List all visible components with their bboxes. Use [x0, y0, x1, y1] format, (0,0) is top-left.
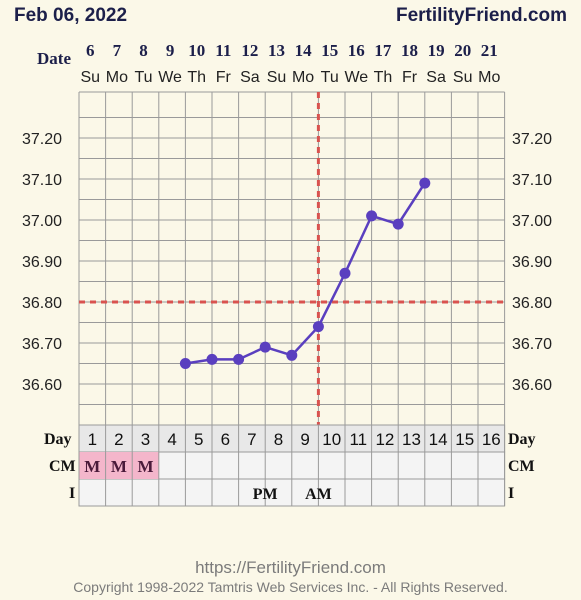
date-label: 8: [139, 41, 148, 60]
temperature-point: [179, 358, 191, 369]
cycle-day: 16: [482, 430, 501, 449]
cm-cell: [79, 452, 106, 479]
weekday-label: Su: [453, 69, 473, 86]
date-label: 10: [188, 41, 205, 60]
y-tick-left: 36.60: [22, 377, 62, 394]
cycle-day: 6: [221, 430, 230, 449]
date-label: 14: [295, 41, 313, 60]
weekday-label: Su: [267, 69, 287, 86]
y-tick-left: 36.80: [22, 295, 62, 312]
cycle-day: 12: [375, 430, 394, 449]
date-row-label: Date: [37, 49, 71, 68]
cycle-day: 11: [349, 430, 367, 449]
date-label: 19: [428, 41, 445, 60]
date-label: 21: [481, 41, 498, 60]
date-label: 6: [86, 41, 95, 60]
cycle-day: 1: [88, 430, 97, 449]
temperature-point: [312, 321, 324, 333]
cycle-day: 10: [322, 430, 341, 449]
cycle-day: 8: [274, 430, 283, 449]
weekday-label: Mo: [478, 69, 500, 86]
y-tick-right: 36.70: [512, 336, 552, 353]
day-row-label: Day: [44, 431, 72, 448]
cm-row-label-right: CM: [508, 458, 535, 475]
y-tick-right: 37.20: [512, 131, 552, 148]
y-tick-left: 37.00: [22, 213, 62, 230]
intercourse-value: AM: [305, 486, 332, 503]
date-label: 13: [268, 41, 285, 60]
y-tick-left: 37.20: [22, 131, 62, 148]
y-tick-left: 36.70: [22, 336, 62, 353]
temperature-point: [206, 353, 218, 365]
date-label: 20: [454, 41, 471, 60]
chart-date: Feb 06, 2022: [14, 5, 128, 26]
weekday-label: Th: [187, 69, 206, 86]
cycle-day: 15: [455, 430, 474, 449]
weekday-label: Mo: [106, 69, 128, 86]
cm-cell: [132, 452, 159, 479]
y-tick-right: 36.60: [512, 377, 552, 394]
date-label: 7: [113, 41, 122, 60]
day-row-label-right: Day: [508, 431, 536, 448]
temperature-point: [286, 349, 298, 361]
weekday-label: We: [158, 69, 182, 86]
y-tick-left: 36.90: [22, 254, 62, 271]
cycle-day: 13: [402, 430, 421, 449]
date-label: 18: [401, 41, 418, 60]
cycle-day: 14: [429, 430, 448, 449]
cycle-day: 9: [300, 430, 309, 449]
cycle-day: 7: [247, 430, 256, 449]
weekday-label: Tu: [321, 69, 339, 86]
cm-row-label: CM: [49, 458, 76, 475]
weekday-label: Su: [81, 69, 101, 86]
cycle-day: 3: [141, 430, 150, 449]
date-label: 11: [215, 41, 231, 60]
y-tick-right: 37.10: [512, 172, 552, 189]
y-tick-right: 36.80: [512, 295, 552, 312]
weekday-label: Sa: [426, 69, 446, 86]
weekday-label: Tu: [134, 69, 152, 86]
cycle-day: 4: [167, 430, 176, 449]
y-tick-right: 36.90: [512, 254, 552, 271]
cycle-day: 2: [114, 430, 123, 449]
cm-cell: [105, 452, 133, 479]
weekday-label: Mo: [292, 69, 314, 86]
weekday-label: Sa: [240, 69, 260, 86]
i-row-label: I: [69, 485, 75, 502]
cm-value: M: [111, 457, 127, 476]
weekday-label: Fr: [402, 69, 418, 86]
weekday-label: Fr: [216, 69, 232, 86]
cycle-day: 5: [194, 430, 203, 449]
date-label: 15: [321, 41, 338, 60]
i-row-label-right: I: [508, 485, 514, 502]
temperature-point: [419, 177, 431, 189]
temperature-point: [259, 341, 271, 353]
temperature-point: [366, 210, 378, 222]
footer-copyright: Copyright 1998-2022 Tamtris Web Services…: [73, 579, 508, 595]
cm-value: M: [137, 457, 153, 476]
temperature-point: [233, 353, 245, 365]
intercourse-value: PM: [253, 486, 278, 503]
date-label: 17: [374, 41, 392, 60]
y-tick-right: 37.00: [512, 213, 552, 230]
cm-value: M: [84, 457, 100, 476]
temperature-line: [185, 182, 426, 365]
footer-url[interactable]: https://FertilityFriend.com: [195, 558, 386, 577]
date-label: 9: [166, 41, 175, 60]
temperature-point: [392, 218, 404, 230]
date-label: 16: [348, 41, 365, 60]
temperature-point: [339, 267, 351, 279]
brand-name[interactable]: FertilityFriend.com: [395, 5, 567, 26]
weekday-label: We: [344, 69, 368, 86]
date-label: 12: [241, 41, 258, 60]
y-tick-left: 37.10: [22, 172, 62, 189]
weekday-label: Th: [374, 69, 393, 86]
